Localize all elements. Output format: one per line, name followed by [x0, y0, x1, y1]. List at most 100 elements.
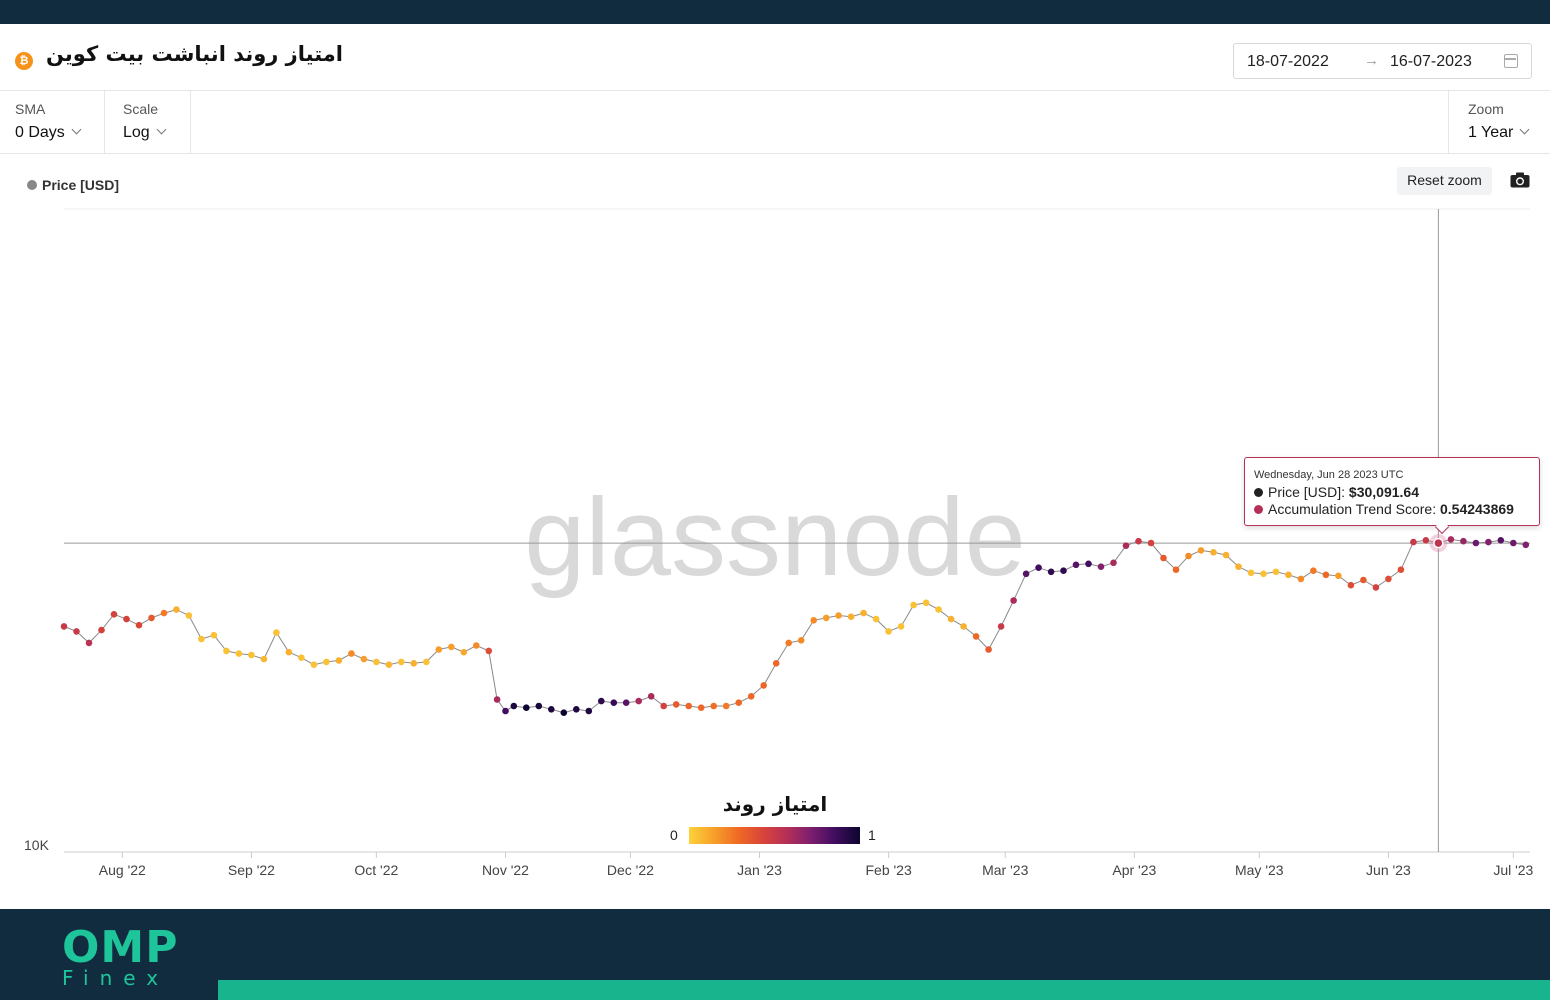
data-point[interactable]: [423, 658, 430, 666]
data-point[interactable]: [785, 639, 792, 647]
data-point[interactable]: [797, 637, 805, 644]
chart-legend[interactable]: Price [USD]: [27, 177, 119, 193]
data-point[interactable]: [960, 623, 967, 630]
data-point[interactable]: [1047, 568, 1055, 576]
data-point[interactable]: [735, 699, 742, 706]
data-point[interactable]: [135, 621, 143, 629]
sma-dropdown[interactable]: SMA 0 Days: [0, 91, 105, 154]
data-point[interactable]: [1160, 554, 1167, 562]
data-point[interactable]: [860, 609, 867, 617]
data-point[interactable]: [910, 601, 917, 609]
data-point[interactable]: [997, 623, 1005, 630]
data-point[interactable]: [1122, 542, 1130, 549]
data-point[interactable]: [585, 707, 593, 715]
scale-dropdown[interactable]: Scale Log: [105, 91, 191, 154]
data-point[interactable]: [835, 612, 842, 619]
data-point[interactable]: [822, 614, 830, 622]
data-point[interactable]: [510, 702, 518, 710]
data-point[interactable]: [598, 697, 605, 705]
data-point[interactable]: [1297, 575, 1305, 583]
data-point[interactable]: [1035, 564, 1042, 571]
data-point[interactable]: [1472, 539, 1480, 547]
data-point[interactable]: [747, 693, 755, 700]
data-point[interactable]: [235, 650, 243, 657]
date-range-picker[interactable]: 18-07-2022 → 16-07-2023: [1233, 43, 1532, 79]
data-point[interactable]: [73, 628, 80, 635]
calendar-icon[interactable]: [1504, 54, 1518, 68]
data-point[interactable]: [323, 658, 330, 666]
data-point[interactable]: [535, 702, 543, 710]
data-point[interactable]: [448, 643, 455, 651]
data-point[interactable]: [1397, 566, 1405, 573]
data-point[interactable]: [1247, 569, 1255, 577]
data-point[interactable]: [622, 699, 630, 706]
data-point[interactable]: [123, 615, 130, 623]
data-point[interactable]: [872, 615, 880, 623]
data-point[interactable]: [1335, 572, 1342, 580]
data-point[interactable]: [1185, 552, 1192, 560]
data-point[interactable]: [1022, 570, 1030, 578]
date-end-field[interactable]: 16-07-2023: [1390, 53, 1472, 70]
data-point[interactable]: [560, 709, 568, 716]
data-point[interactable]: [1447, 536, 1455, 543]
data-point[interactable]: [760, 682, 767, 689]
data-point[interactable]: [1060, 567, 1067, 574]
data-point[interactable]: [772, 660, 780, 667]
data-point[interactable]: [460, 648, 468, 656]
data-point[interactable]: [1147, 539, 1155, 547]
data-point[interactable]: [485, 647, 493, 655]
data-point[interactable]: [360, 655, 368, 663]
data-point[interactable]: [1510, 539, 1517, 547]
data-point[interactable]: [98, 626, 105, 634]
data-point[interactable]: [210, 631, 218, 639]
data-point[interactable]: [1497, 537, 1505, 544]
data-point[interactable]: [273, 629, 280, 636]
data-point[interactable]: [573, 706, 580, 713]
data-point[interactable]: [1385, 575, 1392, 583]
highlighted-point[interactable]: [1433, 537, 1444, 549]
data-point[interactable]: [260, 655, 268, 663]
data-point[interactable]: [1360, 576, 1367, 584]
data-point[interactable]: [502, 707, 509, 715]
data-point[interactable]: [493, 696, 501, 703]
data-point[interactable]: [160, 609, 168, 617]
zoom-dropdown[interactable]: Zoom 1 Year: [1448, 91, 1550, 154]
data-point[interactable]: [897, 623, 905, 630]
data-point[interactable]: [1197, 547, 1205, 554]
data-point[interactable]: [85, 639, 93, 647]
data-point[interactable]: [1210, 549, 1217, 556]
data-point[interactable]: [972, 633, 980, 640]
data-point[interactable]: [1097, 563, 1105, 570]
data-point[interactable]: [285, 648, 293, 656]
data-point[interactable]: [310, 661, 318, 668]
data-point[interactable]: [110, 611, 118, 618]
data-point[interactable]: [60, 623, 68, 630]
data-point[interactable]: [935, 606, 942, 613]
zoom-value[interactable]: 1 Year: [1468, 124, 1530, 142]
data-point[interactable]: [198, 635, 205, 643]
data-point[interactable]: [548, 706, 555, 713]
data-point[interactable]: [1522, 541, 1530, 549]
data-point[interactable]: [922, 599, 930, 607]
data-point[interactable]: [523, 704, 530, 711]
data-point[interactable]: [1222, 551, 1230, 559]
data-point[interactable]: [1135, 537, 1142, 545]
data-point[interactable]: [1010, 597, 1017, 604]
data-point[interactable]: [410, 660, 418, 667]
data-point[interactable]: [635, 697, 642, 705]
data-point[interactable]: [810, 617, 817, 624]
data-point[interactable]: [1110, 559, 1117, 567]
data-point[interactable]: [348, 650, 355, 657]
data-point[interactable]: [1347, 581, 1355, 589]
camera-icon[interactable]: [1510, 172, 1530, 188]
data-point[interactable]: [610, 699, 618, 706]
data-point[interactable]: [1285, 571, 1292, 579]
data-point[interactable]: [373, 658, 380, 666]
data-point[interactable]: [1372, 584, 1380, 591]
data-point[interactable]: [385, 661, 393, 668]
data-point[interactable]: [1322, 571, 1330, 579]
data-point[interactable]: [223, 647, 230, 655]
data-point[interactable]: [173, 606, 180, 613]
data-point[interactable]: [1072, 561, 1080, 569]
data-point[interactable]: [672, 701, 680, 708]
